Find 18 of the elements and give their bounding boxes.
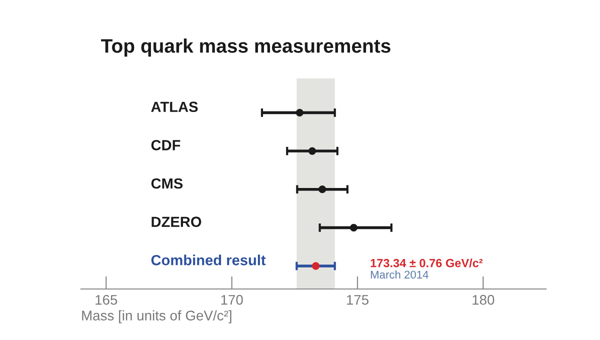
annotation: 173.34 ± 0.76 GeV/c² <box>370 258 483 268</box>
point <box>318 186 326 194</box>
point <box>308 147 316 155</box>
x-tick-label: 175 <box>346 295 368 305</box>
point <box>350 224 358 232</box>
point <box>312 262 320 270</box>
y-tick-label: CDF <box>151 140 180 150</box>
x-axis-title: Mass [in units of GeV/c²] <box>82 310 232 324</box>
y-tick-label: DZERO <box>152 216 202 227</box>
point <box>296 108 304 117</box>
annotation: March 2014 <box>370 270 428 279</box>
x-tick-label: 180 <box>472 294 494 305</box>
chart-title: Top quark mass measurements <box>101 38 390 57</box>
y-tick-label: Combined result <box>151 254 266 266</box>
y-tick-label: ATLAS <box>151 102 198 112</box>
x-tick-label: 170 <box>221 294 243 305</box>
x-tick-label: 165 <box>96 294 118 305</box>
y-tick-label: CMS <box>151 178 183 189</box>
